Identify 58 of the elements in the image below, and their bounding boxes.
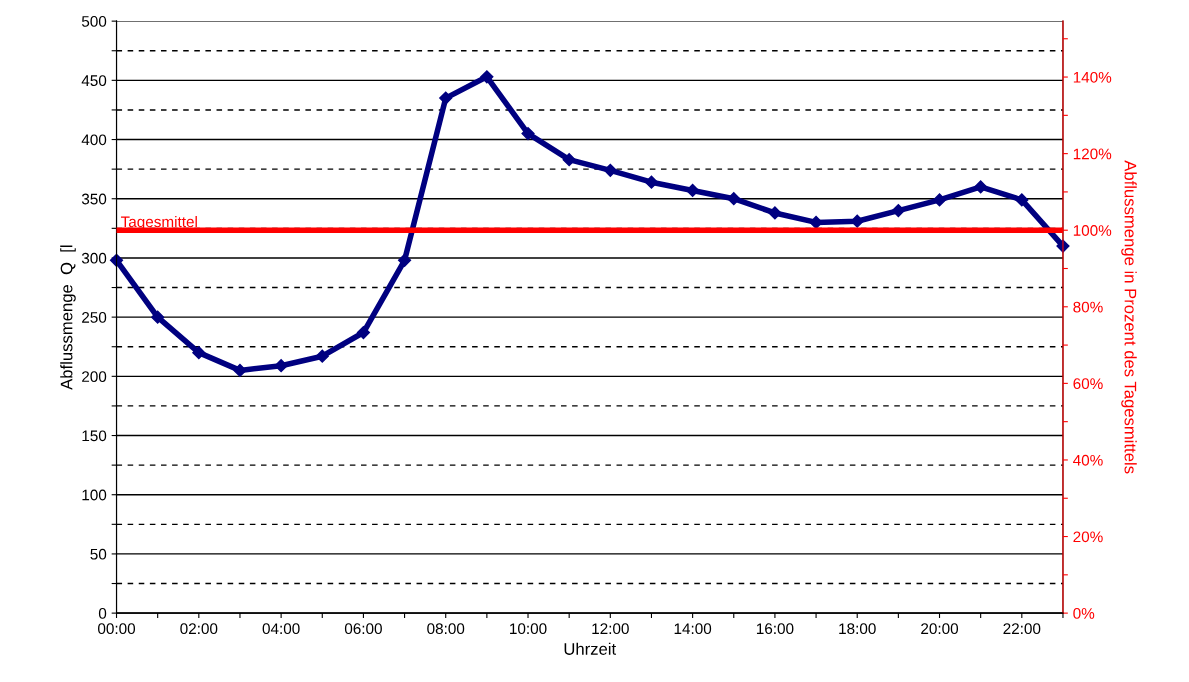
y-tick-label: 350 xyxy=(81,193,107,205)
y-tick-label: 50 xyxy=(90,548,107,560)
y-tick-label: 150 xyxy=(82,430,107,442)
y2-tick-label: 140% xyxy=(1073,71,1112,83)
x-tick-label: 06:00 xyxy=(344,623,382,635)
point xyxy=(315,349,329,363)
x-tick-label: 20:00 xyxy=(921,623,959,635)
point xyxy=(109,253,124,267)
y2-tick-label: 100% xyxy=(1073,225,1112,236)
point xyxy=(562,153,576,167)
y-tick-label: 450 xyxy=(81,75,107,87)
point xyxy=(521,127,535,141)
y2-tick-label: 60% xyxy=(1073,378,1103,390)
y-tick-label: 250 xyxy=(82,312,107,323)
x-axis-title: Uhrzeit xyxy=(564,642,617,655)
x-tick-label: 12:00 xyxy=(592,623,629,635)
x-tick-label: 14:00 xyxy=(674,623,712,635)
point xyxy=(644,175,659,189)
point xyxy=(356,325,371,340)
point xyxy=(1015,193,1029,207)
x-tick-label: 08:00 xyxy=(427,623,465,635)
x-tick-label: 18:00 xyxy=(839,623,876,635)
point xyxy=(233,363,247,377)
y-tick-label: 300 xyxy=(81,252,107,264)
point xyxy=(974,180,988,194)
x-tick-label: 00:00 xyxy=(98,623,136,635)
point xyxy=(480,70,494,84)
ref-line-label: Tagesmittel xyxy=(120,215,197,231)
y-tick-label: 0 xyxy=(98,607,107,619)
point xyxy=(727,192,741,206)
point xyxy=(932,193,947,207)
point xyxy=(151,310,165,324)
y2-tick-label: 40% xyxy=(1073,454,1103,466)
point xyxy=(891,203,905,218)
y-tick-label: 400 xyxy=(81,134,107,146)
y2-axis-title: Abflussmenge in Prozent des Tagesmittels xyxy=(1121,160,1137,474)
point xyxy=(809,215,823,230)
y2-tick-label: 80% xyxy=(1073,301,1103,313)
point xyxy=(603,163,617,177)
y-tick-label: 100 xyxy=(82,489,107,501)
y2-tick-label: 120% xyxy=(1073,148,1112,160)
y-axis-title: Abflussmenge Q [l xyxy=(60,245,76,390)
point xyxy=(686,183,700,198)
y-tick-label: 500 xyxy=(81,16,107,27)
x-tick-label: 22:00 xyxy=(1003,623,1041,635)
x-tick-label: 16:00 xyxy=(756,623,794,635)
point xyxy=(397,253,412,267)
x-tick-label: 04:00 xyxy=(262,623,300,635)
point xyxy=(768,206,782,220)
point xyxy=(439,91,453,105)
point xyxy=(274,359,288,373)
x-tick-label: 10:00 xyxy=(510,623,547,635)
y2-tick-label: 0% xyxy=(1073,607,1095,619)
y-tick-label: 200 xyxy=(82,371,107,383)
point xyxy=(192,346,206,360)
point xyxy=(850,214,864,228)
y2-tick-label: 20% xyxy=(1073,531,1103,543)
x-tick-label: 02:00 xyxy=(180,623,218,635)
